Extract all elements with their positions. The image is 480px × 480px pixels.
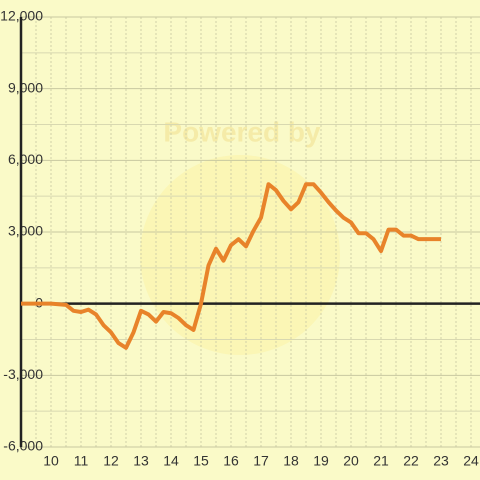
watermark-logo	[140, 155, 340, 355]
x-tick-label: 18	[283, 453, 299, 469]
x-tick-label: 12	[103, 453, 119, 469]
x-tick-label: 13	[133, 453, 149, 469]
y-tick-label: 3,000	[8, 223, 43, 239]
y-tick-label: 6,000	[8, 151, 43, 167]
x-tick-label: 23	[433, 453, 449, 469]
x-tick-label: 17	[253, 453, 269, 469]
x-tick-label: 21	[373, 453, 389, 469]
x-tick-label: 10	[43, 453, 59, 469]
x-tick-label: 14	[163, 453, 179, 469]
y-tick-label: -6,000	[3, 438, 43, 454]
background	[140, 155, 340, 355]
x-tick-label: 11	[74, 453, 89, 469]
line-series	[21, 182, 441, 350]
x-tick-label: 20	[343, 453, 359, 469]
x-tick-label: 24	[463, 453, 479, 469]
x-tick-label: 15	[193, 453, 209, 469]
y-tick-label: -3,000	[3, 366, 43, 382]
x-tick-label: 22	[403, 453, 419, 469]
x-tick-label: 16	[223, 453, 239, 469]
x-tick-label: 19	[313, 453, 329, 469]
watermark: Powered by	[163, 116, 321, 147]
y-tick-label: 9,000	[8, 79, 43, 95]
y-tick-label: 12,000	[0, 8, 43, 24]
